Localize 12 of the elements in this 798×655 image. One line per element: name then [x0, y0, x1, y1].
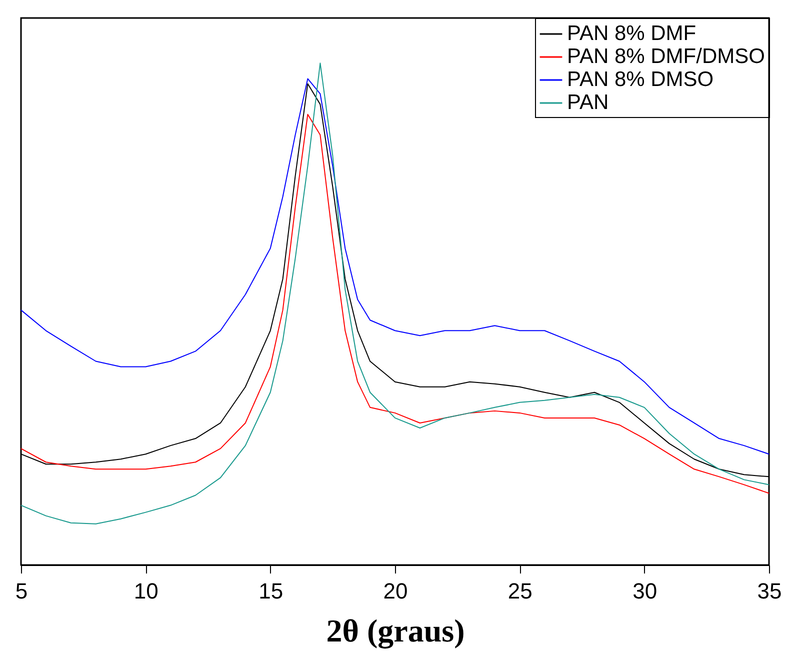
x-tick-label: 10: [134, 578, 158, 604]
x-tick-label: 5: [15, 578, 28, 604]
legend-label: PAN 8% DMF: [567, 22, 696, 45]
legend-label: PAN: [567, 91, 609, 114]
x-tick-label: 15: [258, 578, 284, 604]
x-tick-label: 20: [383, 578, 408, 604]
x-tick-label: 30: [632, 578, 658, 604]
x-tick-label: 25: [508, 578, 532, 604]
x-axis-title: 2θ (graus): [326, 612, 465, 650]
x-tick-label: 35: [757, 578, 782, 604]
legend-label: PAN 8% DMSO: [567, 68, 714, 91]
legend-label: PAN 8% DMF/DMSO: [567, 45, 765, 68]
